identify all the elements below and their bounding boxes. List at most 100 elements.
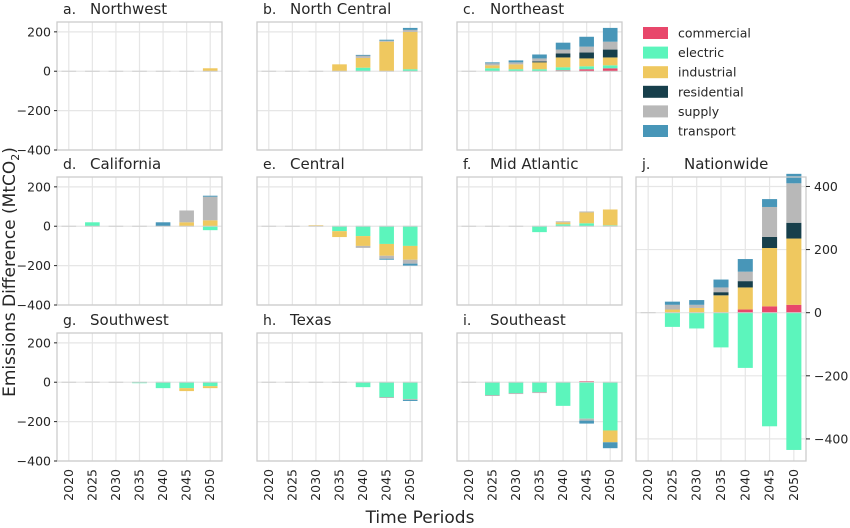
bar-j-transport-2035 xyxy=(713,279,729,288)
legend: commercial electric industrial residential s… xyxy=(643,26,751,139)
panel-b: b. North Central xyxy=(256,0,423,151)
legend-swatch xyxy=(643,85,668,98)
plot-frame xyxy=(635,176,807,462)
bar-j-residential-2040 xyxy=(737,281,753,288)
panel-letter: a. xyxy=(63,2,76,18)
x-tick-label: 2025 xyxy=(664,469,679,501)
bar-c-industrial-2035 xyxy=(532,62,547,70)
panel-letter: b. xyxy=(263,2,276,18)
bar-i-electric-2040 xyxy=(555,382,571,406)
panel-d: 200 0 −200 −400 d. California xyxy=(17,155,223,313)
bar-c-electric-2040 xyxy=(555,67,571,71)
bar-g-electric-2040 xyxy=(155,382,171,389)
x-tick-label: 2035 xyxy=(332,469,347,501)
panel-title: Nationwide xyxy=(684,155,768,173)
bar-g-industrial-2045 xyxy=(179,388,194,392)
x-tick-label: 2030 xyxy=(508,469,523,501)
bar-j-supply-2035 xyxy=(713,287,729,293)
bar-b-transport-2050 xyxy=(402,27,418,30)
bar-g-industrial-2050 xyxy=(202,386,218,389)
y-tick-label: −200 xyxy=(17,414,51,429)
panel-h: 2020 2025 2030 2035 2040 2045 2050 h. Texas xyxy=(256,311,423,501)
legend-label: electric xyxy=(678,45,724,60)
panel-g: 200 0 −200 −400 2020 2025 2030 2035 2040 2045 2050… xyxy=(17,311,223,501)
bar-f-industrial-2050 xyxy=(602,209,618,226)
legend-item-commercial: commercial xyxy=(643,26,751,41)
bar-j-supply-2040 xyxy=(737,271,753,282)
panel-f: f. Mid Atlantic xyxy=(456,155,623,306)
bar-j-industrial-2030 xyxy=(689,307,705,313)
legend-label: industrial xyxy=(678,65,736,80)
bar-i-electric-2045 xyxy=(579,382,594,419)
bar-f-supply-2040 xyxy=(555,221,571,223)
bar-i-transport-2045 xyxy=(579,420,594,424)
bar-e-transport-2045 xyxy=(379,258,394,260)
x-tick-label: 2030 xyxy=(689,469,704,501)
bar-b-transport-2040 xyxy=(355,54,371,56)
bar-f-electric-2045 xyxy=(579,223,594,227)
panel-title: Mid Atlantic xyxy=(490,155,578,173)
panel-a: 200 0 −200 −400 a. Northwest xyxy=(17,0,223,158)
bar-b-supply-2050 xyxy=(402,29,418,32)
legend-swatch xyxy=(643,66,668,79)
bar-d-supply-2050 xyxy=(202,196,218,221)
bar-j-supply-2045 xyxy=(762,206,778,237)
panel-title: Northwest xyxy=(90,0,167,18)
y-tick-label: −400 xyxy=(17,298,51,313)
legend-label: residential xyxy=(678,84,744,99)
panel-letter: g. xyxy=(63,313,76,329)
bar-b-industrial-2040 xyxy=(355,57,371,68)
x-tick-label: 2030 xyxy=(308,469,323,501)
x-tick-label: 2050 xyxy=(786,469,801,501)
bar-h-supply-2045 xyxy=(379,397,394,398)
legend-item-supply: supply xyxy=(643,104,720,119)
panel-j: 400 200 0 −200 −400 2020 2025 2030 2035 2040 2045 2… xyxy=(635,155,848,501)
bar-c-supply-2045 xyxy=(579,46,594,53)
bar-c-electric-2030 xyxy=(508,69,524,72)
x-axis-label: Time Periods xyxy=(365,508,475,528)
bar-j-residential-2050 xyxy=(786,222,802,239)
bar-f-industrial-2045 xyxy=(579,212,594,224)
bar-j-supply-2050 xyxy=(786,183,802,223)
bar-c-transport-2035 xyxy=(532,54,547,59)
plot-frame xyxy=(256,176,423,306)
bar-c-electric-2050 xyxy=(602,65,618,69)
x-tick-label: 2035 xyxy=(132,469,147,501)
bar-b-industrial-2050 xyxy=(402,31,418,70)
bar-c-industrial-2030 xyxy=(508,64,524,70)
bar-d-electric-2025 xyxy=(85,222,100,227)
panel-title: Southeast xyxy=(490,311,566,329)
bar-j-transport-2050 xyxy=(786,173,802,184)
bar-d-industrial-2050 xyxy=(202,220,218,227)
plot-frame xyxy=(256,332,423,462)
bar-c-supply-2030 xyxy=(508,62,524,65)
bar-j-supply-2030 xyxy=(689,304,705,308)
bar-b-transport-2045 xyxy=(379,39,394,41)
x-tick-label: 2020 xyxy=(640,469,655,501)
bar-b-electric-2040 xyxy=(355,67,371,72)
bar-j-commercial-2045 xyxy=(762,306,778,313)
bar-a-industrial-2050 xyxy=(202,68,218,72)
bar-j-industrial-2035 xyxy=(713,295,729,313)
bar-c-supply-2040 xyxy=(555,49,571,54)
x-tick-label: 2020 xyxy=(61,469,76,501)
bar-e-electric-2045 xyxy=(379,226,394,244)
bar-i-electric-2035 xyxy=(532,382,547,393)
x-tick-label: 2020 xyxy=(461,469,476,501)
panel-title: North Central xyxy=(290,0,391,18)
panel-letter: j. xyxy=(641,157,650,173)
bar-c-electric-2025 xyxy=(485,68,500,72)
bar-b-electric-2050 xyxy=(402,69,418,72)
bar-e-industrial-2050 xyxy=(402,245,418,260)
legend-item-transport: transport xyxy=(643,124,736,139)
bar-d-transport-2040 xyxy=(155,222,171,227)
panel-title: Texas xyxy=(289,311,332,329)
bar-c-supply-2035 xyxy=(532,58,547,62)
bar-b-industrial-2035 xyxy=(332,64,347,72)
legend-label: supply xyxy=(678,104,720,119)
bar-c-industrial-2045 xyxy=(579,58,594,67)
bar-f-supply-2045 xyxy=(579,211,594,213)
plot-frame xyxy=(56,21,223,151)
bar-c-commercial-2050 xyxy=(602,68,618,72)
y-tick-label: 0 xyxy=(814,305,822,320)
